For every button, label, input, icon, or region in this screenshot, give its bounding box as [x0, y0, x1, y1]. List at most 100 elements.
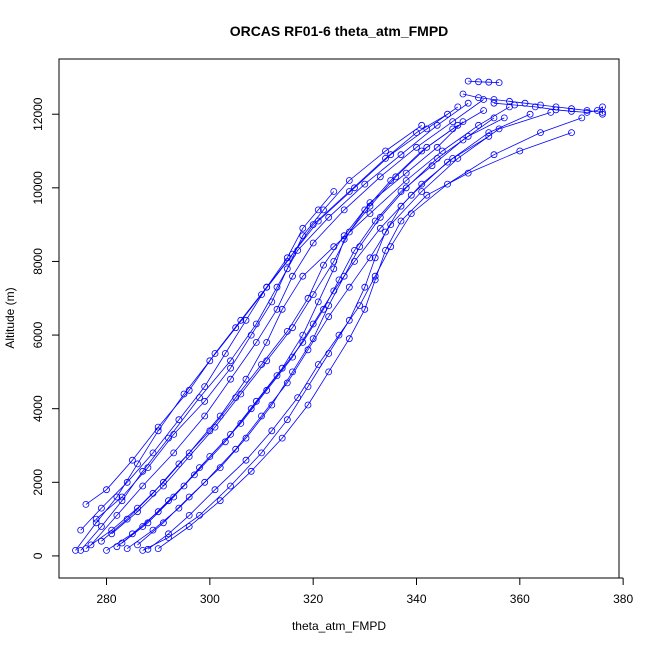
profile-series-8	[87, 96, 488, 549]
data-point	[227, 430, 234, 438]
data-point	[454, 103, 462, 111]
data-point	[211, 350, 219, 357]
profile-series-10	[113, 114, 498, 551]
data-point	[397, 202, 405, 210]
series-line	[106, 113, 531, 551]
data-point	[227, 375, 234, 383]
data-point	[309, 320, 317, 328]
data-point	[345, 335, 353, 343]
data-point	[242, 316, 250, 324]
data-point	[418, 188, 426, 195]
data-point	[77, 526, 85, 534]
data-point	[118, 493, 126, 501]
x-tick-label: 300	[200, 592, 220, 606]
data-point	[382, 246, 389, 254]
series-line	[80, 102, 469, 551]
data-point	[366, 202, 374, 210]
data-point	[599, 110, 606, 118]
data-point	[144, 519, 152, 527]
data-point	[459, 118, 467, 125]
data-point	[221, 350, 229, 357]
data-point	[134, 460, 141, 468]
data-point	[459, 136, 467, 144]
data-point	[402, 169, 410, 177]
data-point	[134, 504, 141, 512]
data-point	[490, 114, 498, 122]
data-point	[123, 545, 131, 552]
data-point	[149, 449, 157, 457]
data-point	[98, 537, 105, 545]
data-point	[568, 129, 575, 137]
data-point	[185, 523, 193, 530]
series-line	[493, 102, 603, 115]
data-point	[283, 265, 291, 273]
data-point	[185, 386, 193, 394]
profile-series-20	[490, 99, 606, 118]
data-point	[397, 188, 405, 195]
profile-series-2	[82, 103, 513, 552]
data-point	[170, 449, 178, 457]
data-point	[593, 107, 601, 114]
data-point	[211, 423, 219, 431]
data-point	[190, 471, 198, 479]
data-point	[423, 143, 431, 151]
data-point	[413, 143, 420, 151]
data-point	[268, 427, 276, 435]
data-point	[418, 121, 426, 129]
data-point	[237, 316, 245, 324]
data-point	[232, 324, 240, 332]
data-point	[103, 486, 110, 494]
data-point	[170, 493, 178, 501]
data-point	[361, 283, 369, 291]
data-point	[583, 109, 591, 116]
data-point	[139, 547, 147, 554]
data-point	[175, 460, 183, 468]
data-point	[232, 445, 240, 453]
series-line	[137, 117, 505, 546]
data-point	[356, 243, 364, 251]
data-point	[376, 173, 384, 181]
data-point	[325, 313, 333, 321]
data-point	[485, 129, 493, 137]
profile-series-9	[98, 118, 467, 545]
series-line	[85, 106, 459, 505]
data-point	[444, 110, 451, 118]
data-point	[382, 228, 389, 236]
data-point	[134, 541, 141, 549]
data-point	[330, 188, 338, 195]
data-point	[268, 401, 276, 409]
data-point	[464, 77, 472, 85]
data-point	[154, 508, 162, 516]
data-point	[366, 210, 374, 218]
data-point	[72, 547, 79, 554]
data-point	[201, 412, 209, 420]
y-tick-label: 4000	[31, 395, 45, 422]
y-tick-label: 12000	[31, 97, 45, 131]
data-point	[113, 512, 121, 519]
data-point	[407, 191, 415, 199]
data-point	[376, 224, 384, 232]
data-point	[206, 427, 214, 435]
data-point	[118, 497, 126, 505]
data-point	[227, 357, 234, 365]
data-point	[495, 79, 503, 86]
data-point	[449, 118, 457, 125]
data-point	[309, 291, 317, 299]
data-point	[387, 151, 395, 159]
data-point	[495, 125, 503, 133]
data-point	[258, 412, 265, 420]
data-point	[402, 184, 410, 192]
data-point	[335, 331, 343, 339]
data-point	[154, 545, 162, 552]
data-point	[345, 316, 353, 324]
data-point	[154, 423, 162, 431]
profile-series-11	[134, 114, 508, 549]
data-point	[485, 132, 493, 140]
series-line	[116, 117, 495, 548]
y-tick-label: 2000	[31, 469, 45, 496]
series-line	[121, 110, 484, 544]
data-layer	[72, 77, 606, 554]
data-point	[247, 467, 255, 475]
data-point	[278, 305, 286, 313]
